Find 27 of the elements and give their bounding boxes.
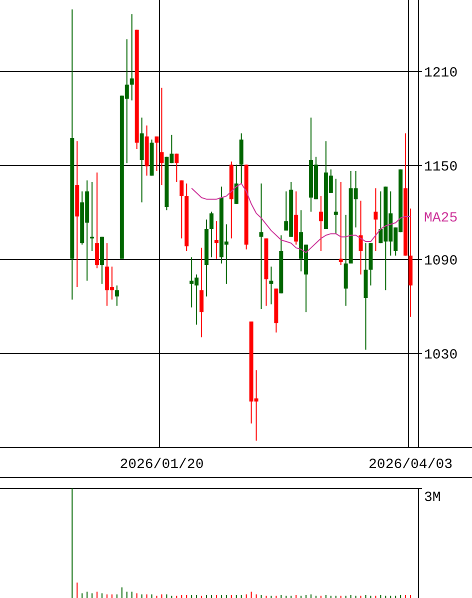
candlestick — [318, 196, 323, 252]
candlestick — [160, 87, 164, 186]
candlestick — [95, 172, 100, 269]
candlestick — [210, 211, 214, 258]
candlestick — [234, 164, 238, 204]
candlestick — [130, 14, 134, 101]
y-tick-label: 1210 — [424, 65, 458, 82]
candlestick — [269, 266, 274, 305]
candlestick — [180, 180, 184, 239]
y-tick-label: 1090 — [424, 253, 458, 270]
candlestick — [214, 220, 218, 260]
candlestick — [338, 181, 343, 266]
candlestick — [374, 188, 378, 252]
candlestick — [358, 200, 363, 275]
x-tick-label: 2026/01/20 — [120, 456, 204, 473]
candlestick — [174, 153, 179, 182]
y-tick-label: 1030 — [424, 347, 458, 364]
x-tick-label: 2026/04/03 — [368, 456, 453, 473]
candlestick — [259, 183, 264, 310]
y-tick-label: 1150 — [424, 159, 458, 176]
candlestick — [200, 247, 204, 338]
text: 3M — [424, 490, 441, 506]
candlestick — [114, 284, 119, 306]
candlestick — [334, 178, 338, 234]
candlestick — [90, 181, 94, 252]
series-label: MA25 — [424, 210, 458, 226]
line-series — [191, 183, 412, 254]
